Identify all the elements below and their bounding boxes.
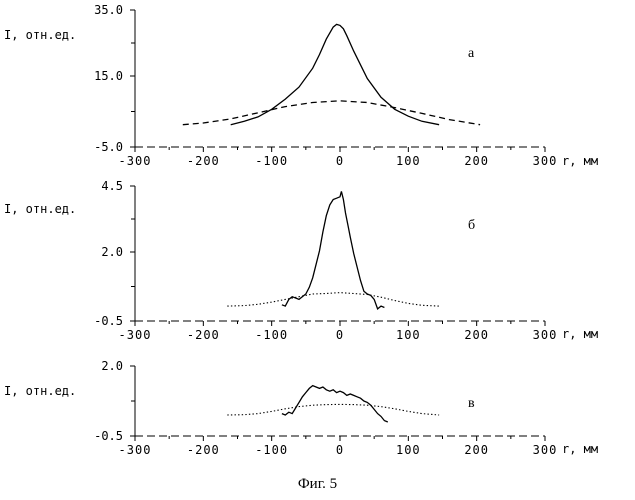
x-tick-label: 0 [336, 443, 344, 457]
y-tick-label: 2.0 [101, 245, 123, 259]
x-tick-label: 300 [533, 328, 558, 342]
x-tick-label: -200 [187, 328, 220, 342]
x-tick-label: -300 [119, 443, 152, 457]
y-axis-label: I, отн.ед. [4, 28, 76, 42]
x-tick-label: 200 [464, 328, 489, 342]
y-tick-label: -0.5 [94, 429, 123, 443]
x-tick-label: -300 [119, 154, 152, 168]
y-tick-label: -0.5 [94, 314, 123, 328]
series-line-dotted [227, 292, 440, 307]
x-tick-label: -300 [119, 328, 152, 342]
y-tick-label: 35.0 [94, 3, 123, 17]
x-tick-label: 100 [396, 328, 421, 342]
x-tick-label: -100 [255, 328, 288, 342]
series-line-solid [281, 384, 389, 423]
x-tick-label: -200 [187, 443, 220, 457]
x-tick-label: -100 [255, 154, 288, 168]
figure-caption: Фиг. 5 [297, 476, 338, 492]
x-tick-label: 300 [533, 154, 558, 168]
x-axis-label: r, мм [562, 327, 598, 341]
x-tick-label: -200 [187, 154, 220, 168]
x-tick-label: 200 [464, 443, 489, 457]
series-line-dashed [182, 100, 481, 126]
series-line-dotted [227, 403, 440, 416]
x-tick-label: -100 [255, 443, 288, 457]
series-line-solid [281, 191, 385, 310]
x-axis-label: r, мм [562, 442, 598, 456]
x-tick-label: 100 [396, 154, 421, 168]
panel-label: в [468, 396, 475, 411]
chart-panel-2: 4.5 2.0 -0.5-300 -200 -100 0 100 200 300 I, отн.е… [4, 179, 598, 342]
x-tick-label: 200 [464, 154, 489, 168]
y-tick-label: 4.5 [101, 179, 123, 193]
x-tick-label: 0 [336, 328, 344, 342]
x-tick-label: 300 [533, 443, 558, 457]
x-tick-label: 0 [336, 154, 344, 168]
x-axis-label: r, мм [562, 154, 598, 168]
panel-label: а [468, 46, 475, 61]
y-axis-label: I, отн.ед. [4, 384, 76, 398]
x-tick-label: 100 [396, 443, 421, 457]
chart-panel-3: 2.0 -0.5-300 -200 -100 0 100 200 300 I, отн.ед. r… [4, 359, 598, 457]
series-line-solid [230, 23, 440, 126]
y-tick-label: 2.0 [101, 359, 123, 373]
y-tick-label: 15.0 [94, 69, 123, 83]
panel-label: б [468, 218, 475, 233]
chart-panel-1: 35.0 15.0 -5.0-300 -200 -100 0 100 200 300 I, отн… [4, 3, 598, 168]
y-axis-label: I, отн.ед. [4, 202, 76, 216]
y-tick-label: -5.0 [94, 140, 123, 154]
